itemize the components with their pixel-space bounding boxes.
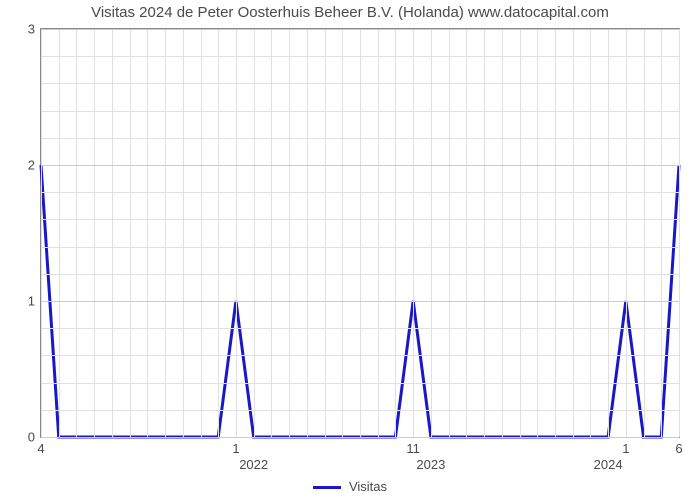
x-axis-point-label: 4 bbox=[37, 441, 44, 456]
gridline-vertical bbox=[378, 29, 379, 437]
gridline-vertical bbox=[466, 29, 467, 437]
gridline-vertical bbox=[413, 29, 414, 437]
gridline-vertical bbox=[59, 29, 60, 437]
gridline-vertical bbox=[236, 29, 237, 437]
gridline-vertical bbox=[661, 29, 662, 437]
gridline-vertical bbox=[76, 29, 77, 437]
legend: Visitas bbox=[0, 479, 700, 494]
chart-container: Visitas 2024 de Peter Oosterhuis Beheer … bbox=[0, 0, 700, 500]
y-axis-label: 3 bbox=[28, 22, 35, 37]
gridline-horizontal bbox=[41, 410, 679, 411]
y-axis-label: 2 bbox=[28, 158, 35, 173]
x-axis-point-label: 6 bbox=[675, 441, 682, 456]
gridline-vertical bbox=[484, 29, 485, 437]
gridline-vertical bbox=[644, 29, 645, 437]
gridline-vertical bbox=[112, 29, 113, 437]
gridline-vertical bbox=[201, 29, 202, 437]
gridline-horizontal bbox=[41, 383, 679, 384]
gridline-vertical bbox=[325, 29, 326, 437]
gridline-vertical bbox=[147, 29, 148, 437]
gridline-horizontal bbox=[41, 247, 679, 248]
gridline-vertical bbox=[165, 29, 166, 437]
gridline-vertical bbox=[573, 29, 574, 437]
legend-swatch bbox=[313, 486, 341, 489]
gridline-vertical bbox=[41, 29, 42, 437]
gridline-vertical bbox=[502, 29, 503, 437]
gridline-horizontal bbox=[41, 56, 679, 57]
chart-title: Visitas 2024 de Peter Oosterhuis Beheer … bbox=[0, 4, 700, 21]
gridline-vertical bbox=[626, 29, 627, 437]
x-axis-point-label: 1 bbox=[622, 441, 629, 456]
gridline-vertical bbox=[590, 29, 591, 437]
gridline-horizontal bbox=[41, 138, 679, 139]
gridline-vertical bbox=[289, 29, 290, 437]
gridline-horizontal bbox=[41, 301, 679, 302]
y-axis-label: 0 bbox=[28, 430, 35, 445]
gridline-vertical bbox=[520, 29, 521, 437]
gridline-vertical bbox=[342, 29, 343, 437]
gridline-vertical bbox=[555, 29, 556, 437]
gridline-vertical bbox=[94, 29, 95, 437]
gridline-horizontal bbox=[41, 219, 679, 220]
gridline-vertical bbox=[679, 29, 680, 437]
gridline-vertical bbox=[537, 29, 538, 437]
x-axis-year-label: 2024 bbox=[594, 457, 623, 472]
gridline-horizontal bbox=[41, 165, 679, 166]
gridline-vertical bbox=[360, 29, 361, 437]
gridline-horizontal bbox=[41, 328, 679, 329]
x-axis-point-label: 1 bbox=[232, 441, 239, 456]
legend-label: Visitas bbox=[349, 479, 387, 494]
gridline-horizontal bbox=[41, 83, 679, 84]
gridline-horizontal bbox=[41, 111, 679, 112]
gridline-horizontal bbox=[41, 355, 679, 356]
gridline-vertical bbox=[608, 29, 609, 437]
gridline-vertical bbox=[254, 29, 255, 437]
gridline-vertical bbox=[271, 29, 272, 437]
plot-area: 0123411116202220232024 bbox=[40, 28, 680, 438]
x-axis-year-label: 2023 bbox=[416, 457, 445, 472]
gridline-vertical bbox=[130, 29, 131, 437]
gridline-horizontal bbox=[41, 29, 679, 30]
gridline-vertical bbox=[449, 29, 450, 437]
gridline-horizontal bbox=[41, 274, 679, 275]
y-axis-label: 1 bbox=[28, 294, 35, 309]
x-axis-point-label: 11 bbox=[406, 441, 420, 456]
gridline-vertical bbox=[431, 29, 432, 437]
x-axis-year-label: 2022 bbox=[239, 457, 268, 472]
gridline-horizontal bbox=[41, 192, 679, 193]
gridline-vertical bbox=[183, 29, 184, 437]
gridline-vertical bbox=[307, 29, 308, 437]
gridline-horizontal bbox=[41, 437, 679, 438]
gridline-vertical bbox=[395, 29, 396, 437]
gridline-vertical bbox=[218, 29, 219, 437]
